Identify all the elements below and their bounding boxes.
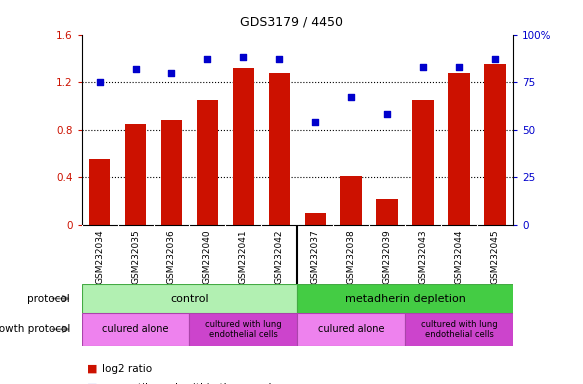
Text: GSM232043: GSM232043 (419, 229, 428, 284)
Point (131, 66, 140, 72)
Text: cultured with lung
endothelial cells: cultured with lung endothelial cells (421, 319, 497, 339)
Text: control: control (170, 293, 209, 304)
Bar (340, 176, 362, 225)
Text: culured alone: culured alone (102, 324, 169, 334)
Bar (412, 100, 434, 225)
Text: cultured with lung
endothelial cells: cultured with lung endothelial cells (205, 319, 282, 339)
Text: GSM232037: GSM232037 (311, 229, 320, 284)
Text: GSM232038: GSM232038 (347, 229, 356, 284)
Text: GSM232045: GSM232045 (490, 229, 500, 284)
Point (238, 54, 248, 60)
Point (95, 79, 104, 85)
Bar (297, 284, 513, 313)
Point (167, 70, 176, 76)
Bar (377, 199, 398, 225)
Point (454, 64, 463, 70)
Text: ■: ■ (87, 364, 98, 374)
Text: GSM232035: GSM232035 (131, 229, 140, 284)
Bar (82, 284, 297, 313)
Bar (82, 313, 189, 346)
Bar (161, 120, 182, 225)
Point (346, 94, 356, 100)
Text: growth protocol: growth protocol (0, 324, 70, 334)
Text: metadherin depletion: metadherin depletion (345, 293, 466, 304)
Text: GSM232039: GSM232039 (382, 229, 392, 284)
Text: log2 ratio: log2 ratio (102, 364, 152, 374)
Text: ■: ■ (87, 383, 98, 384)
Text: GSM232044: GSM232044 (455, 229, 463, 284)
Bar (297, 313, 405, 346)
Bar (196, 100, 218, 225)
Text: percentile rank within the sample: percentile rank within the sample (102, 383, 278, 384)
Bar (233, 68, 254, 225)
Text: GSM232042: GSM232042 (275, 229, 284, 284)
Text: GSM232036: GSM232036 (167, 229, 176, 284)
Bar (89, 159, 110, 225)
Point (275, 56, 284, 62)
Text: culured alone: culured alone (318, 324, 385, 334)
Text: GSM232034: GSM232034 (95, 229, 104, 284)
Point (203, 56, 212, 62)
Point (419, 64, 428, 70)
Text: GDS3179 / 4450: GDS3179 / 4450 (240, 15, 343, 28)
Bar (405, 313, 513, 346)
Bar (304, 213, 326, 225)
Bar (125, 124, 146, 225)
Text: GSM232040: GSM232040 (203, 229, 212, 284)
Bar (189, 313, 297, 346)
Point (382, 111, 392, 118)
Point (311, 119, 320, 125)
Text: protocol: protocol (27, 293, 70, 304)
Text: GSM232041: GSM232041 (239, 229, 248, 284)
Bar (448, 73, 470, 225)
Bar (484, 64, 506, 225)
Point (490, 56, 500, 62)
Bar (269, 73, 290, 225)
